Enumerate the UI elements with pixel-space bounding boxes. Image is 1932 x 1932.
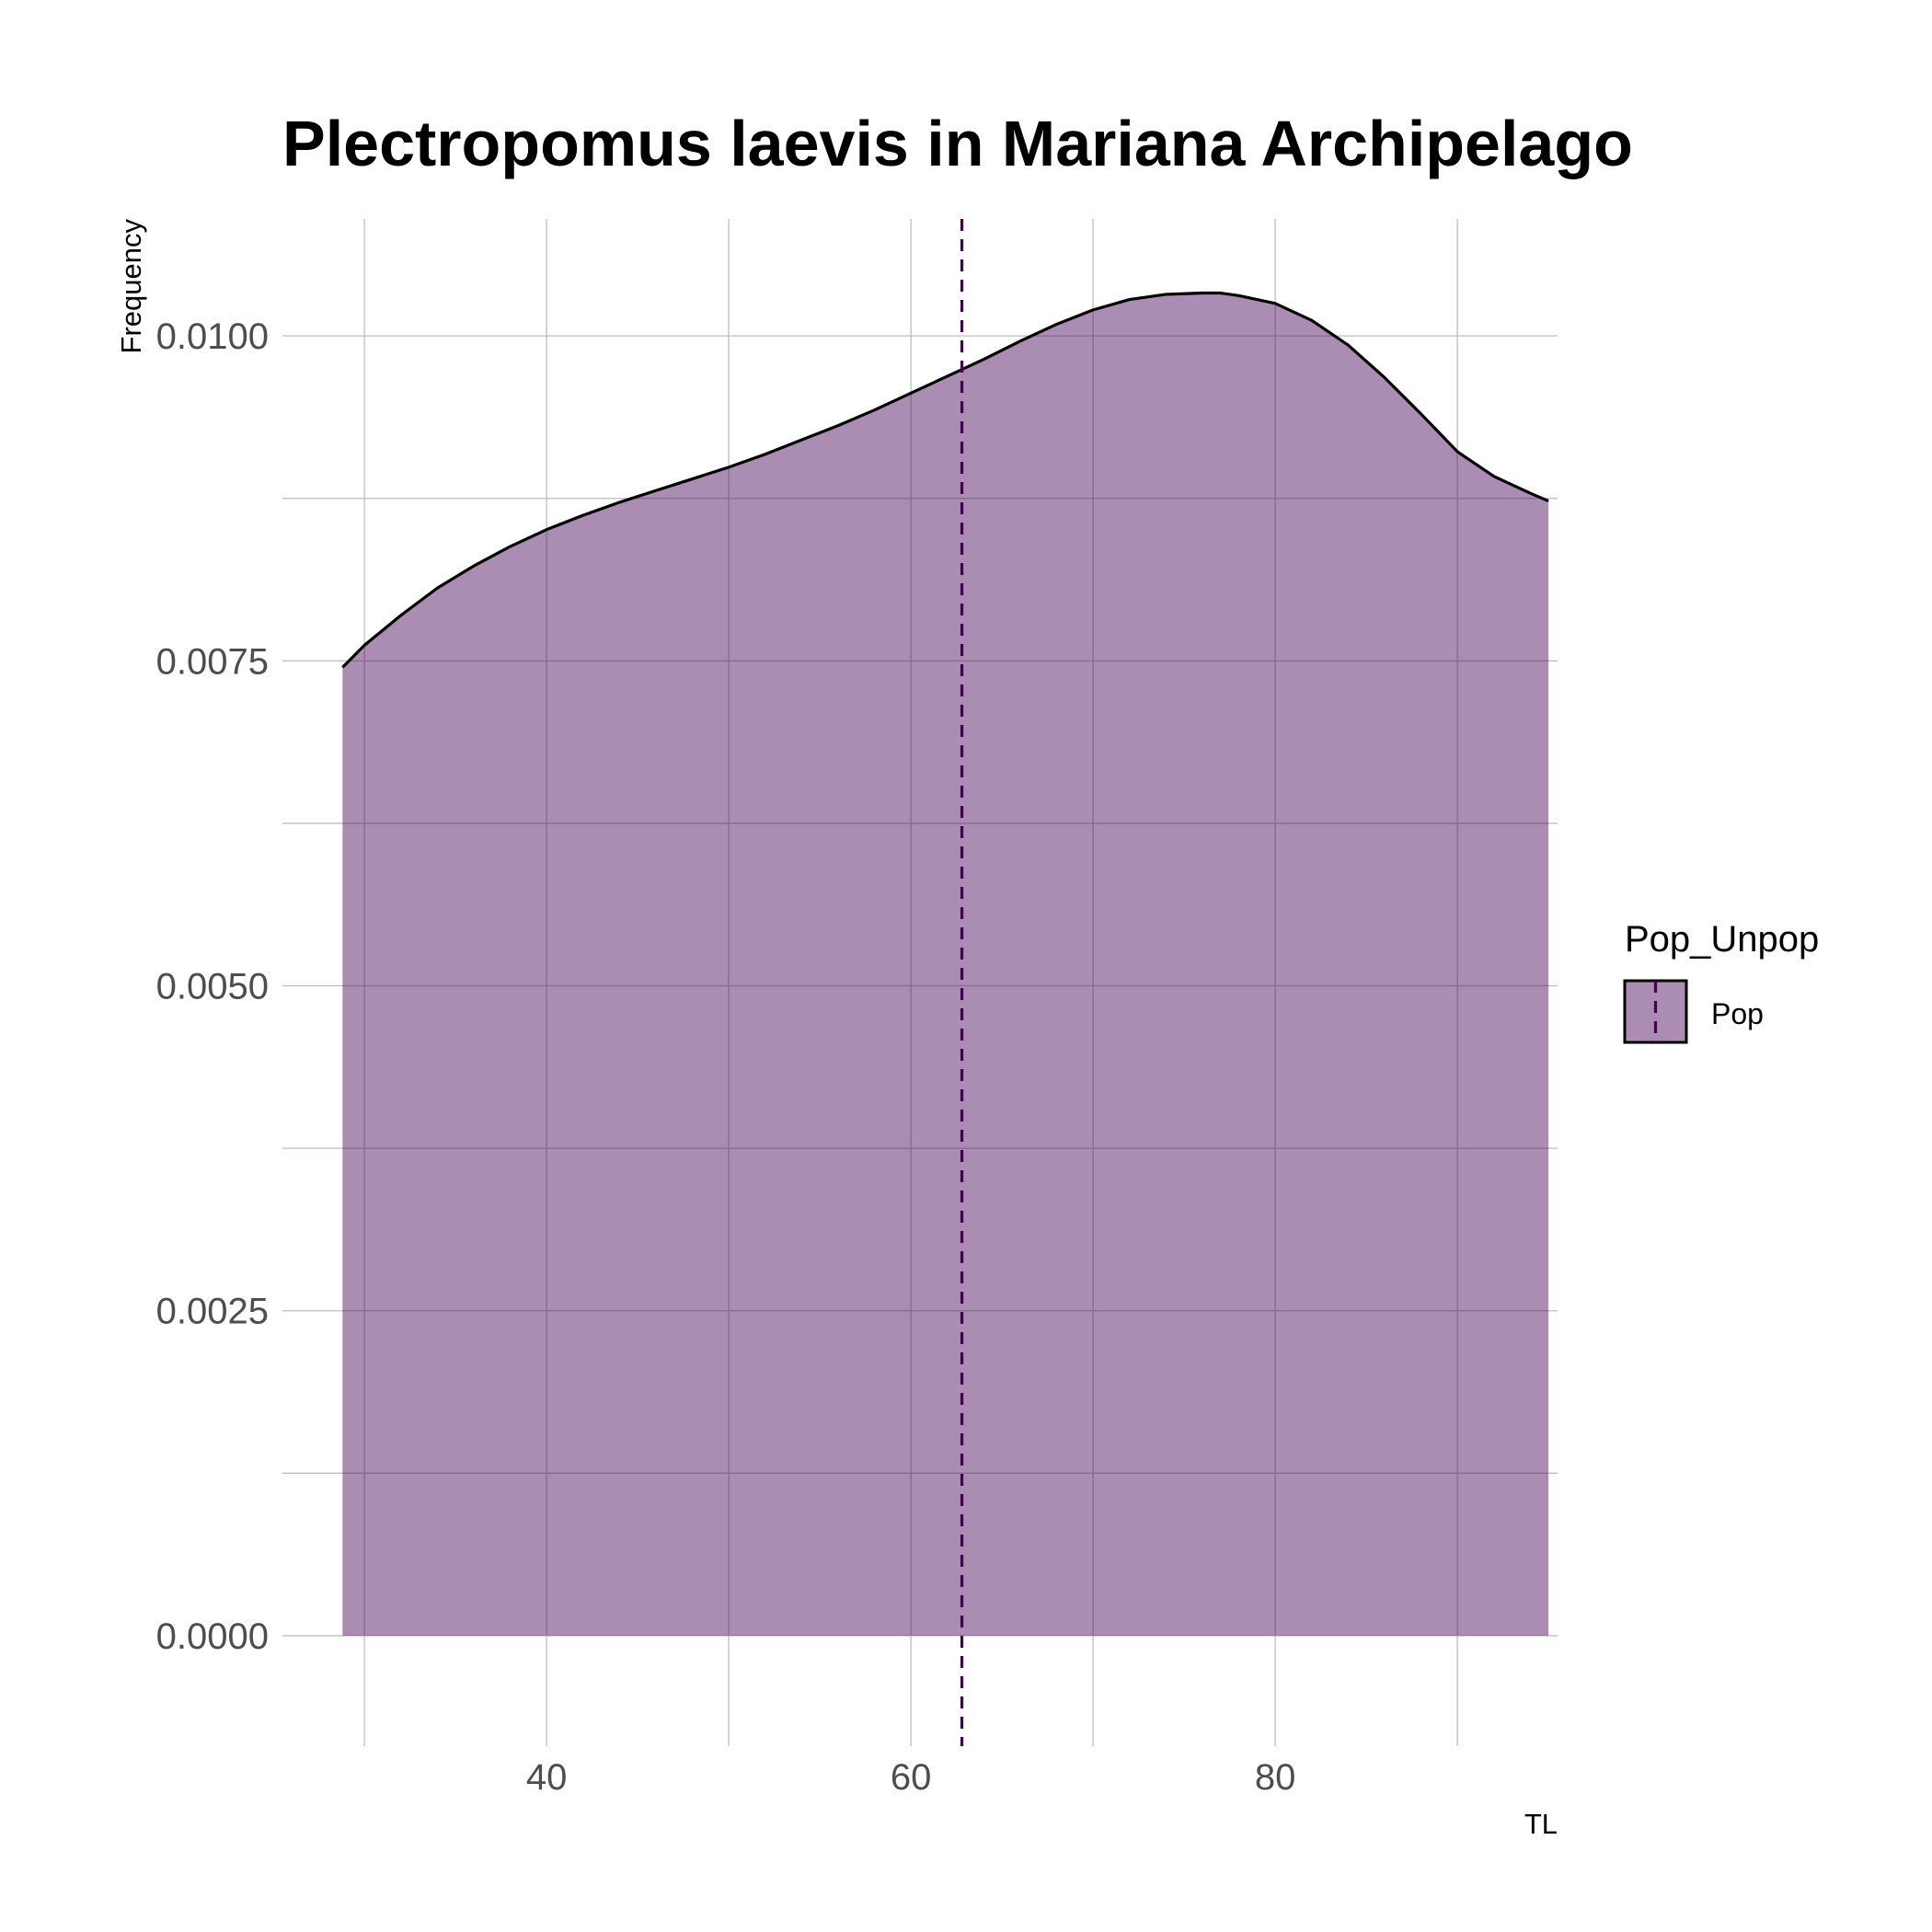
- grid: [282, 219, 1558, 1746]
- chart-title: Plectropomus laevis in Mariana Archipela…: [282, 108, 1633, 179]
- density-line-pop: [341, 291, 1549, 669]
- x-axis-title: TL: [1524, 1808, 1558, 1840]
- x-axis-ticks: 40 60 80: [526, 1757, 1296, 1798]
- y-tick-label: 0.0100: [156, 316, 269, 357]
- x-tick-label: 80: [1255, 1757, 1296, 1798]
- y-axis-ticks: 0.0000 0.0025 0.0050 0.0075 0.0100: [156, 316, 269, 1657]
- x-tick-label: 60: [891, 1757, 932, 1798]
- y-tick-label: 0.0075: [156, 641, 269, 682]
- legend-title: Pop_Unpop: [1625, 919, 1819, 960]
- series-layer: [341, 291, 1549, 1636]
- y-axis-title: Frequency: [115, 219, 147, 354]
- legend: Pop_Unpop Pop: [1623, 919, 1819, 1044]
- legend-key-pop: [1623, 979, 1688, 1044]
- x-tick-label: 40: [526, 1757, 568, 1798]
- legend-label-pop: Pop: [1711, 997, 1764, 1030]
- density-area-pop: [342, 293, 1549, 1636]
- y-tick-label: 0.0050: [156, 967, 269, 1007]
- y-tick-label: 0.0025: [156, 1292, 269, 1332]
- y-tick-label: 0.0000: [156, 1616, 269, 1657]
- plot-panel: [282, 219, 1558, 1746]
